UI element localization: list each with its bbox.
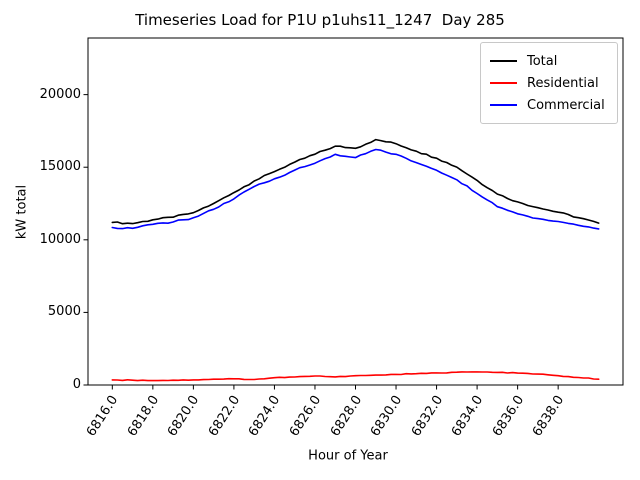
legend-line-sample xyxy=(490,82,517,84)
legend-label: Total xyxy=(527,53,558,69)
legend-entry: Residential xyxy=(490,72,608,94)
series-line-total xyxy=(111,138,600,225)
y-tick-label: 10000 xyxy=(39,231,81,247)
x-axis-label: Hour of Year xyxy=(308,448,388,464)
chart-title: Timeseries Load for P1U p1uhs11_1247 Day… xyxy=(135,11,505,29)
legend-line-sample xyxy=(490,104,517,106)
series-line-residential xyxy=(111,371,600,382)
legend-entry: Total xyxy=(490,50,608,72)
y-tick-label: 15000 xyxy=(39,159,81,175)
y-tick-label: 5000 xyxy=(47,304,81,320)
y-tick-label: 20000 xyxy=(39,86,81,102)
y-tick-label: 0 xyxy=(72,377,81,392)
legend-label: Residential xyxy=(527,75,599,91)
series-line-commercial xyxy=(111,148,600,230)
legend-entry: Commercial xyxy=(490,94,608,116)
legend: Total Residential Commercial xyxy=(480,42,618,124)
legend-label: Commercial xyxy=(527,97,605,113)
legend-line-sample xyxy=(490,60,517,62)
